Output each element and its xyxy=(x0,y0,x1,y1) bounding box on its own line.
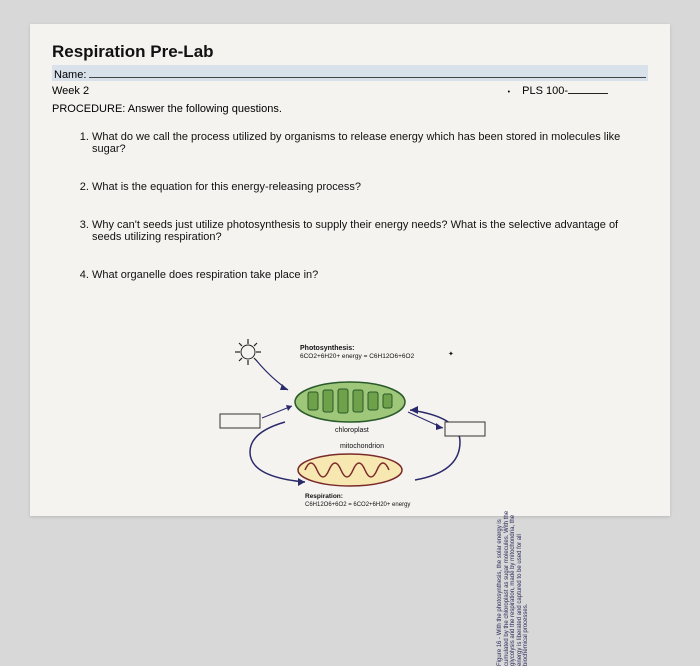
course-code: PLS 100- xyxy=(522,83,608,97)
respiration-label: Respiration: xyxy=(305,493,343,500)
week-label: Week 2 xyxy=(52,85,89,97)
header-row-2: Week 2 • PLS 100- xyxy=(52,83,648,97)
diagram-svg: Photosynthesis: 6CO2+6H20+ energy = C6H1… xyxy=(190,332,550,512)
name-label: Name: xyxy=(54,69,86,81)
photosynthesis-eq: 6CO2+6H20+ energy = C6H12O6+6O2 xyxy=(300,353,415,360)
respiration-eq: C6H12O6+6O2 = 6CO2+6H20+ energy xyxy=(305,502,410,508)
chloroplast-icon xyxy=(295,382,405,422)
figure-caption-rotated: Figure 16 - With the photosynthesis, the… xyxy=(497,506,530,666)
left-blank-box[interactable] xyxy=(220,414,260,428)
photosynthesis-label: Photosynthesis: xyxy=(300,345,354,352)
mitochondrion-icon xyxy=(298,454,402,486)
course-prefix: PLS 100- xyxy=(522,85,568,97)
cycle-diagram: Photosynthesis: 6CO2+6H20+ energy = C6H1… xyxy=(190,332,550,512)
page-title: Respiration Pre-Lab xyxy=(52,42,648,62)
leaf-glyph: ✦ xyxy=(448,350,454,358)
name-underline[interactable] xyxy=(89,65,646,78)
course-blank[interactable] xyxy=(568,83,608,94)
mitochondrion-label: mitochondrion xyxy=(340,443,384,450)
question-item: What do we call the process utilized by … xyxy=(92,131,648,155)
name-input-row: Name: xyxy=(52,65,648,81)
procedure-line: PROCEDURE: Answer the following question… xyxy=(52,103,648,115)
question-item: What organelle does respiration take pla… xyxy=(92,269,648,281)
question-item: What is the equation for this energy-rel… xyxy=(92,181,648,193)
question-list: What do we call the process utilized by … xyxy=(52,131,648,281)
chloroplast-label: chloroplast xyxy=(335,427,369,434)
worksheet-page: Respiration Pre-Lab Name: Week 2 • PLS 1… xyxy=(30,24,670,516)
question-item: Why can't seeds just utilize photosynthe… xyxy=(92,219,648,243)
right-blank-box[interactable] xyxy=(445,422,485,436)
bullet: • xyxy=(508,89,510,96)
